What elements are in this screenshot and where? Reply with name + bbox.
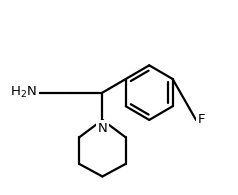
Text: N: N xyxy=(98,122,107,135)
Text: H$_2$N: H$_2$N xyxy=(10,85,37,100)
Text: F: F xyxy=(198,113,205,126)
